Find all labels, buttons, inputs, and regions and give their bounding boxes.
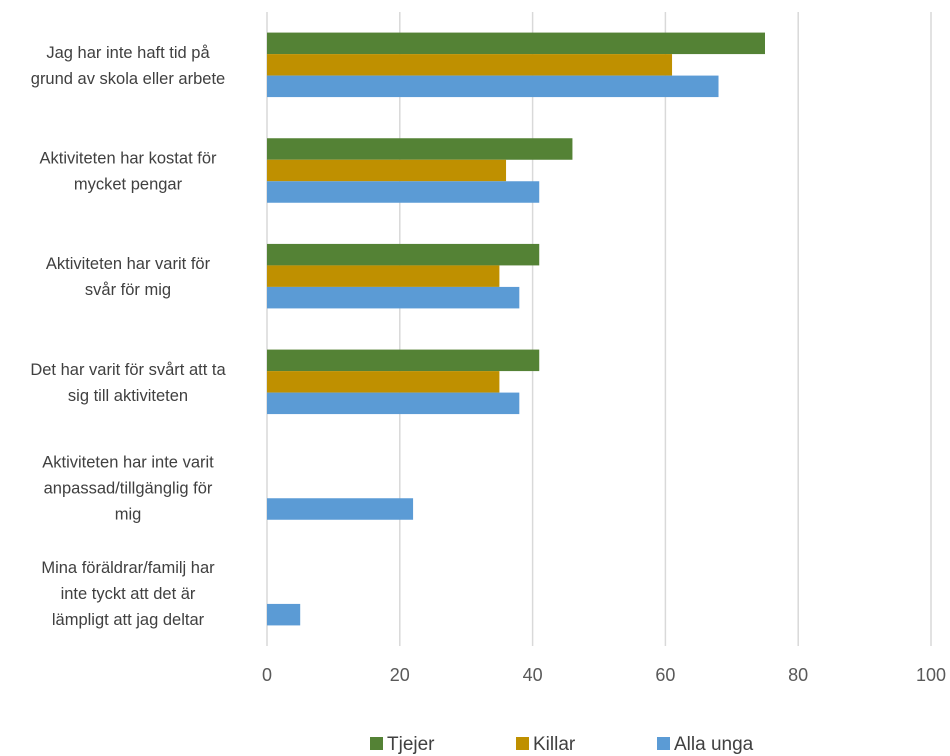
category-label-line: Aktiviteten har varit för — [46, 255, 211, 273]
bar-killar-2 — [267, 265, 499, 287]
category-label-2: Aktiviteten har varit för svår för mig — [46, 255, 211, 299]
category-labels: Jag har inte haft tid på grund av skola e… — [30, 44, 226, 629]
legend-label-tjejer: Tjejer — [387, 734, 435, 755]
bar-tjejer-2 — [267, 244, 539, 266]
category-label-line: Aktiviteten har kostat för — [40, 150, 218, 168]
x-tick-labels: 0 20 40 60 80 100 — [262, 665, 946, 685]
bar-alla-unga-4 — [267, 498, 413, 520]
category-label-4: Aktiviteten har inte varit anpassad/tillg… — [42, 454, 214, 524]
bars — [267, 33, 765, 626]
bar-killar-3 — [267, 371, 499, 393]
x-tick-100: 100 — [916, 665, 946, 685]
legend-swatch-tjejer — [370, 737, 383, 750]
bar-alla-unga-0 — [267, 76, 719, 98]
bar-tjejer-1 — [267, 138, 572, 160]
bar-alla-unga-2 — [267, 287, 519, 309]
bar-killar-1 — [267, 160, 506, 182]
x-tick-60: 60 — [655, 665, 675, 685]
bar-tjejer-0 — [267, 33, 765, 55]
bar-alla-unga-1 — [267, 181, 539, 203]
x-tick-20: 20 — [390, 665, 410, 685]
category-label-line: mycket pengar — [74, 176, 183, 194]
legend: Tjejer Killar Alla unga — [370, 734, 754, 755]
category-label-line: Jag har inte haft tid på — [46, 44, 210, 62]
category-label-line: grund av skola eller arbete — [31, 70, 225, 88]
category-label-line: Det har varit för svårt att ta — [30, 361, 226, 379]
x-tick-80: 80 — [788, 665, 808, 685]
category-label-line: mig — [115, 506, 142, 524]
category-label-line: anpassad/tillgänglig för — [44, 480, 213, 498]
gridlines — [267, 12, 931, 646]
category-label-line: Aktiviteten har inte varit — [42, 454, 214, 472]
bar-killar-0 — [267, 54, 672, 75]
x-tick-40: 40 — [523, 665, 543, 685]
category-label-5: Mina föräldrar/familj har inte tyckt att … — [41, 559, 215, 629]
x-tick-0: 0 — [262, 665, 272, 685]
category-label-line: lämpligt att jag deltar — [52, 611, 205, 629]
category-label-3: Det har varit för svårt att ta sig till a… — [30, 361, 226, 405]
legend-label-alla-unga: Alla unga — [674, 734, 754, 755]
bar-alla-unga-3 — [267, 393, 519, 415]
legend-swatch-alla-unga — [657, 737, 670, 750]
legend-swatch-killar — [516, 737, 529, 750]
category-label-1: Aktiviteten har kostat för mycket pengar — [40, 150, 218, 194]
legend-label-killar: Killar — [533, 734, 576, 755]
category-label-line: sig till aktiviteten — [68, 387, 188, 405]
category-label-0: Jag har inte haft tid på grund av skola e… — [31, 44, 225, 88]
category-label-line: Mina föräldrar/familj har — [41, 559, 215, 577]
category-label-line: svår för mig — [85, 281, 171, 299]
bar-alla-unga-5 — [267, 604, 300, 626]
bar-tjejer-3 — [267, 350, 539, 372]
category-label-line: inte tyckt att det är — [61, 585, 196, 603]
